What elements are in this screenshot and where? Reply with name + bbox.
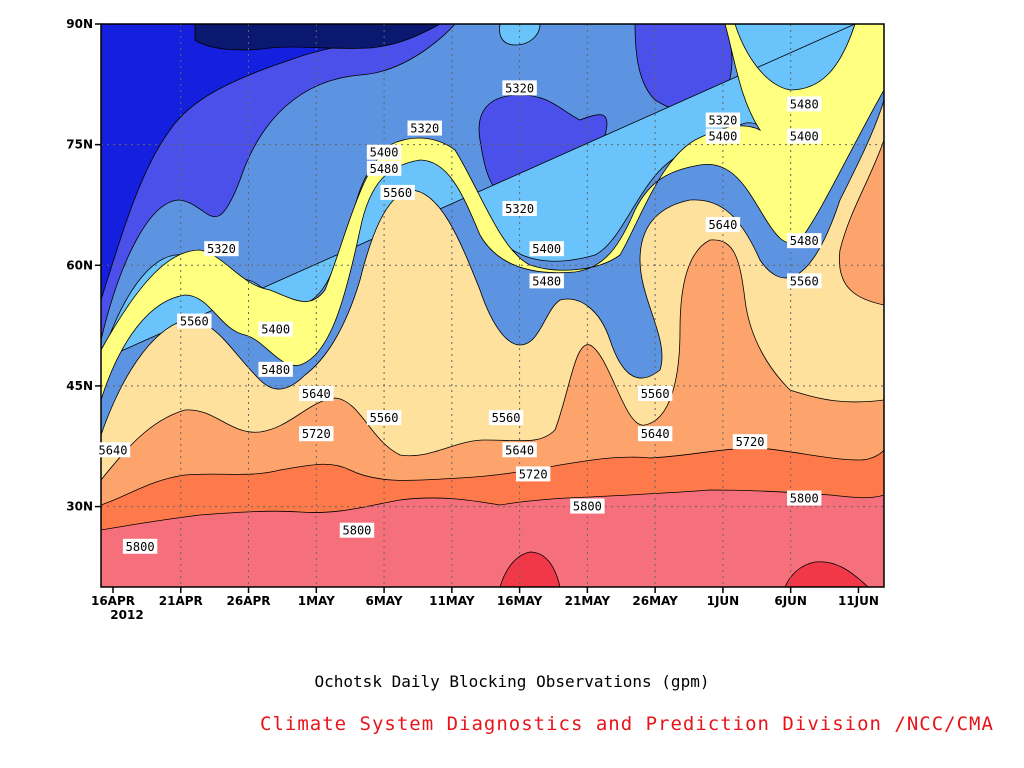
svg-text:5320: 5320 [708, 114, 737, 128]
contour-label: 5400 [258, 321, 293, 337]
contour-label: 5560 [366, 410, 402, 426]
svg-text:5640: 5640 [99, 443, 128, 457]
svg-text:5400: 5400 [790, 130, 819, 144]
y-tick-label: 60N [66, 258, 93, 272]
band-fill [499, 24, 541, 46]
contour-label: 5400 [787, 128, 822, 144]
y-tick-label: 45N [66, 379, 93, 393]
x-tick-label: 26MAY [632, 594, 678, 608]
x-tick-label: 6MAY [366, 594, 403, 608]
contour-label: 5640 [705, 217, 741, 233]
contour-label: 5320 [204, 241, 239, 257]
svg-text:5560: 5560 [492, 411, 521, 425]
plot-frame [100, 23, 885, 588]
x-tick-label: 1JUN [707, 594, 740, 608]
svg-text:5800: 5800 [343, 524, 372, 538]
contour-label: 5720 [299, 426, 334, 442]
svg-text:5400: 5400 [532, 242, 561, 256]
svg-text:5320: 5320 [505, 81, 534, 95]
contour-label: 5800 [570, 498, 605, 514]
contour-label: 5560 [380, 184, 415, 200]
contour-label: 5640 [95, 442, 131, 458]
svg-text:5480: 5480 [532, 274, 561, 288]
svg-text:5640: 5640 [708, 218, 737, 232]
contour-label: 5560 [637, 385, 673, 401]
svg-text:5720: 5720 [302, 427, 331, 441]
contour-label: 5720 [515, 466, 551, 482]
contour-label: 5800 [787, 490, 822, 506]
contour-label: 5320 [502, 200, 537, 216]
y-tick-label: 30N [66, 500, 93, 514]
svg-text:5400: 5400 [370, 146, 399, 160]
y-axis: 30N 45N 60N 75N 90N [66, 17, 101, 514]
x-tick-label: 16MAY [497, 594, 543, 608]
contour-label: 5560 [488, 410, 524, 426]
contour-chart: 16APR 21APR 26APR 1MAY 6MAY 11MAY 16MAY 21MAY 26… [66, 17, 885, 622]
svg-text:5480: 5480 [261, 363, 290, 377]
contour-label: 5400 [529, 241, 564, 257]
band-fill [499, 551, 561, 587]
svg-text:5320: 5320 [505, 202, 534, 216]
plot-title: Ochotsk Daily Blocking Observations (gpm… [314, 672, 710, 691]
svg-text:5400: 5400 [261, 323, 290, 337]
contour-label: 5800 [339, 522, 375, 538]
svg-text:5560: 5560 [370, 411, 399, 425]
contour-label: 5320 [705, 112, 741, 128]
band-fill [194, 24, 441, 51]
contour-labels: 5640 5800 5560 5320 5400 5480 5640 5720 5800 5400… [95, 80, 822, 554]
x-tick-label: 11JUN [838, 594, 879, 608]
svg-text:5560: 5560 [790, 274, 819, 288]
svg-text:5560: 5560 [383, 186, 412, 200]
contour-label: 5480 [787, 96, 822, 112]
contour-label: 5640 [502, 442, 537, 458]
y-tick-label: 75N [66, 138, 93, 152]
contour-label: 5320 [502, 80, 537, 96]
x-tick-label: 16APR [91, 594, 135, 608]
svg-text:5320: 5320 [410, 122, 439, 136]
contour-label: 5640 [637, 426, 673, 442]
svg-text:5480: 5480 [790, 234, 819, 248]
svg-text:5560: 5560 [641, 387, 670, 401]
svg-text:5320: 5320 [207, 242, 236, 256]
svg-text:5800: 5800 [573, 500, 602, 514]
x-tick-label: 11MAY [429, 594, 475, 608]
band-fill [784, 561, 869, 587]
svg-text:5800: 5800 [790, 492, 819, 506]
x-tick-label: 26APR [227, 594, 271, 608]
svg-text:5800: 5800 [126, 540, 155, 554]
x-tick-label: 6JUN [774, 594, 807, 608]
x-axis: 16APR 21APR 26APR 1MAY 6MAY 11MAY 16MAY 21MAY 26… [91, 587, 879, 608]
contour-label: 5480 [366, 160, 402, 176]
contour-label: 5400 [705, 128, 741, 144]
filled-contours [101, 24, 884, 587]
credit-text: Climate System Diagnostics and Predictio… [260, 713, 994, 735]
contour-label: 5400 [366, 144, 402, 160]
svg-text:5560: 5560 [180, 315, 209, 329]
contour-label: 5480 [258, 361, 293, 377]
contour-label: 5640 [299, 385, 334, 401]
y-tick-label: 90N [66, 17, 93, 31]
x-tick-label: 1MAY [298, 594, 335, 608]
svg-text:5400: 5400 [708, 130, 737, 144]
svg-text:5640: 5640 [505, 443, 534, 457]
svg-text:5640: 5640 [641, 427, 670, 441]
contour-label: 5560 [787, 273, 822, 289]
contour-label: 5800 [122, 538, 158, 554]
contour-label: 5560 [177, 313, 212, 329]
x-tick-label: 21MAY [565, 594, 611, 608]
svg-text:5720: 5720 [519, 467, 548, 481]
x-year-label: 2012 [110, 608, 143, 622]
x-tick-label: 21APR [159, 594, 203, 608]
svg-text:5640: 5640 [302, 387, 331, 401]
contour-label: 5320 [407, 120, 442, 136]
contour-label: 5720 [732, 434, 768, 450]
contour-label: 5480 [787, 233, 822, 249]
svg-text:5480: 5480 [370, 162, 399, 176]
contour-label: 5480 [529, 273, 564, 289]
svg-text:5720: 5720 [736, 435, 765, 449]
svg-text:5480: 5480 [790, 97, 819, 111]
